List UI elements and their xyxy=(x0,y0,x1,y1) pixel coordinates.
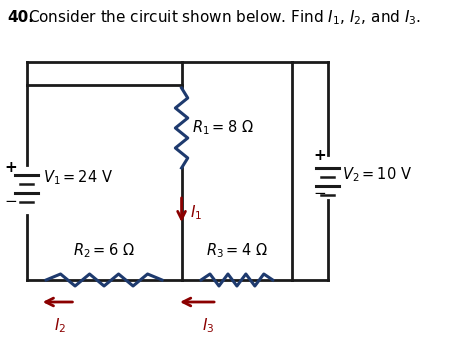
Text: Consider the circuit shown below. Find $I_1$, $I_2$, and $I_3$.: Consider the circuit shown below. Find $… xyxy=(28,9,422,27)
Text: $I_3$: $I_3$ xyxy=(202,316,214,335)
Text: +: + xyxy=(4,161,17,176)
Text: $I_2$: $I_2$ xyxy=(54,316,66,335)
Text: $V_1 = 24\ \mathrm{V}$: $V_1 = 24\ \mathrm{V}$ xyxy=(42,169,113,187)
Text: +: + xyxy=(313,148,326,163)
Text: $-$: $-$ xyxy=(4,193,17,208)
Text: $R_2 = 6\ \Omega$: $R_2 = 6\ \Omega$ xyxy=(73,241,135,260)
Text: $-$: $-$ xyxy=(313,185,326,200)
Text: $I_1$: $I_1$ xyxy=(190,204,203,222)
Text: $V_2 = 10\ \mathrm{V}$: $V_2 = 10\ \mathrm{V}$ xyxy=(342,166,412,184)
Text: $R_3 = 4\ \Omega$: $R_3 = 4\ \Omega$ xyxy=(206,241,268,260)
Text: $R_1 = 8\ \Omega$: $R_1 = 8\ \Omega$ xyxy=(192,119,254,138)
Text: 40.: 40. xyxy=(7,10,34,25)
